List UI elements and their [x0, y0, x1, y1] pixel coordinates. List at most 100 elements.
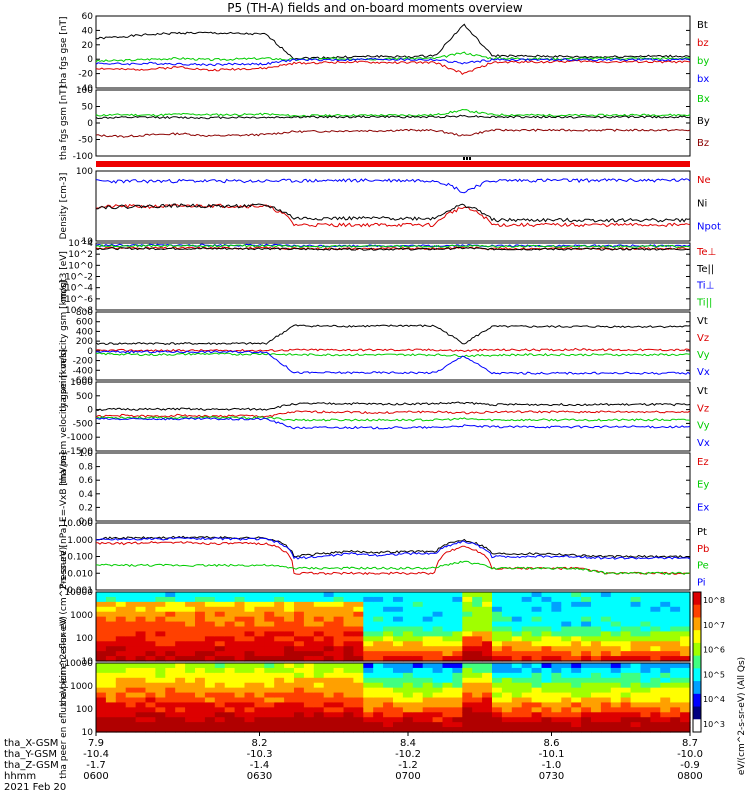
- x-tick-label: 0800: [677, 771, 702, 782]
- spectrogram-cell: [244, 712, 255, 718]
- spectrogram-cell: [303, 616, 315, 623]
- spectrogram-cell: [541, 621, 552, 628]
- spectrogram-cell: [274, 606, 285, 613]
- y-axis-label: tha peem velocity gsm [km/s]: [59, 349, 69, 484]
- spectrogram-cell: [482, 702, 493, 708]
- y-tick-label: 0: [87, 406, 93, 416]
- spectrogram-cell: [115, 677, 127, 684]
- spectrogram-cell: [224, 621, 236, 628]
- spectrogram-cell: [294, 606, 305, 613]
- spectrogram-cell: [254, 687, 265, 694]
- spectrogram-cell: [660, 697, 671, 704]
- spectrogram-cell: [432, 596, 444, 603]
- spectrogram-cell: [195, 626, 206, 633]
- spectrogram-cell: [422, 636, 434, 642]
- y-tick-label: 1000: [70, 611, 93, 621]
- spectrogram-cell: [551, 601, 562, 608]
- spectrogram-cell: [175, 727, 186, 733]
- spectrogram-cell: [96, 667, 107, 674]
- x-tick-label: -1.2: [398, 760, 418, 771]
- spectrogram-cell: [373, 651, 384, 657]
- spectrogram-cell: [234, 663, 246, 669]
- spectrogram-cell: [145, 656, 156, 662]
- spectrogram-cell: [105, 592, 117, 598]
- spectrogram-cell: [303, 611, 315, 618]
- spectrogram-cell: [591, 641, 602, 647]
- spectrogram-cell: [472, 702, 483, 708]
- spectrogram-cell: [561, 717, 572, 723]
- spectrogram-cell: [482, 641, 493, 647]
- spectrogram-cell: [402, 722, 414, 728]
- spectrogram-cell: [561, 702, 572, 708]
- spectrogram-cell: [234, 631, 246, 637]
- spectrogram-cell: [620, 712, 632, 718]
- spectrogram-cell: [274, 601, 285, 608]
- spectrogram-cell: [323, 636, 335, 642]
- spectrogram-cell: [155, 717, 166, 723]
- spectrogram-cell: [571, 663, 582, 669]
- spectrogram-cell: [383, 667, 394, 674]
- spectrogram-cell: [343, 656, 354, 662]
- spectrogram-cell: [591, 621, 602, 628]
- spectrogram-cell: [135, 616, 147, 623]
- spectrogram-cell: [96, 682, 107, 689]
- spectrogram-cell: [125, 616, 137, 623]
- spectrogram-cell: [571, 601, 582, 608]
- spectrogram-cell: [452, 606, 463, 613]
- spectrogram-cell: [204, 692, 216, 699]
- spectrogram-cell: [531, 631, 543, 637]
- spectrogram-cell: [105, 702, 117, 708]
- spectrogram-cell: [234, 656, 246, 662]
- spectrogram-cell: [373, 611, 384, 618]
- spectrogram-cell: [581, 601, 592, 608]
- spectrogram-cell: [135, 667, 147, 674]
- spectrogram-cell: [274, 651, 285, 657]
- spectrogram-cell: [620, 682, 632, 689]
- date-label: 2021 Feb 20: [4, 782, 66, 793]
- spectrogram-cell: [155, 626, 166, 633]
- spectrogram-cell: [96, 677, 107, 684]
- spectrogram-cell: [175, 717, 186, 723]
- spectrogram-cell: [274, 702, 285, 708]
- spectrogram-cell: [343, 682, 354, 689]
- spectrogram-cell: [274, 631, 285, 637]
- spectrogram-cell: [373, 663, 384, 669]
- y-axis-label: tha peim velocity gsm [km/s]: [59, 280, 69, 412]
- spectrogram-cell: [165, 596, 176, 603]
- spectrogram-cell: [274, 646, 285, 652]
- series-bx: [95, 108, 691, 118]
- spectrogram-cell: [105, 596, 117, 603]
- spectrogram-cell: [323, 596, 335, 603]
- spectrogram-cell: [115, 626, 127, 633]
- spectrogram-cell: [442, 712, 453, 718]
- spectrogram-cell: [284, 611, 295, 618]
- spectrogram-cell: [600, 621, 612, 628]
- spectrogram-cell: [284, 672, 295, 679]
- spectrogram-cell: [521, 727, 533, 733]
- colorbar-tick-label: 10^7: [703, 621, 725, 630]
- series-bx: [95, 57, 691, 67]
- spectrogram-cell: [274, 682, 285, 689]
- spectrogram-cell: [442, 641, 453, 647]
- x-tick-label: -10.1: [539, 749, 565, 760]
- spectrogram-cell: [591, 697, 602, 704]
- spectrogram-cell: [492, 682, 503, 689]
- spectrogram-cell: [373, 707, 384, 713]
- spectrogram-cell: [591, 722, 602, 728]
- spectrogram-cell: [412, 687, 424, 694]
- spectrogram-cell: [234, 667, 246, 674]
- spectrogram-cell: [422, 682, 434, 689]
- spectrogram-cell: [402, 692, 414, 699]
- spectrogram-cell: [135, 596, 147, 603]
- spectrogram-cell: [571, 667, 582, 674]
- x-tick-label: 0600: [83, 771, 108, 782]
- spectrogram-cell: [422, 692, 434, 699]
- spectrogram-cell: [264, 687, 275, 694]
- spectrogram-cell: [630, 601, 642, 608]
- spectrogram-cell: [472, 677, 483, 684]
- spectrogram-cell: [294, 596, 305, 603]
- spectrogram-cell: [96, 606, 107, 613]
- spectrogram-cell: [432, 616, 444, 623]
- spectrogram-cell: [393, 677, 404, 684]
